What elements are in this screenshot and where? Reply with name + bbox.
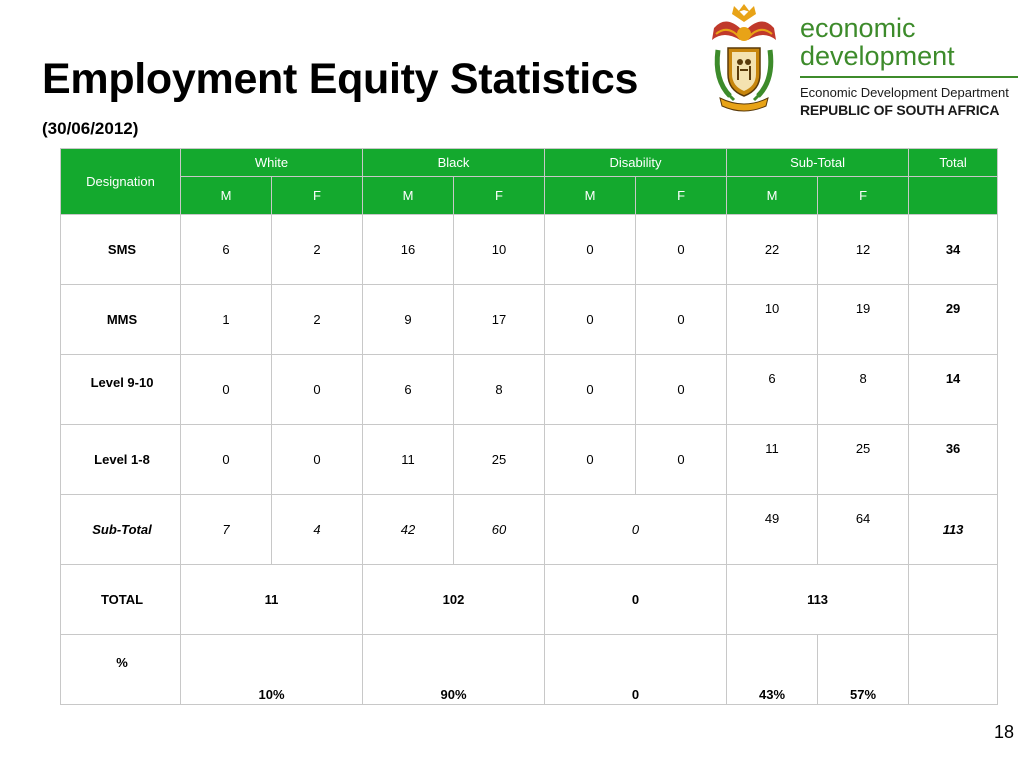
designation-header: Designation: [60, 148, 181, 215]
black-f-header: F: [453, 176, 546, 215]
slide-subtitle: (30/06/2012): [42, 119, 139, 138]
table-cell: 10: [726, 284, 819, 355]
table-cell: 0: [635, 284, 728, 355]
brand-name: economic development: [800, 14, 955, 70]
table-cell: 0: [270, 354, 364, 425]
row-total: 29: [908, 284, 999, 355]
table-cell: 19: [817, 284, 910, 355]
table-cell: 64: [817, 494, 910, 565]
table-cell: 2: [270, 214, 364, 285]
table-cell: 0: [544, 284, 637, 355]
table-cell: 25: [817, 424, 910, 495]
coat-of-arms-icon: [712, 4, 776, 112]
row-total: 113: [908, 494, 999, 565]
table-row: MMS 1 2 9 17 0 0 10 19 29: [60, 284, 999, 355]
table-cell: 42: [362, 494, 455, 565]
disability-m-header: M: [544, 176, 637, 215]
table-cell: 17: [453, 284, 546, 355]
table-cell: 4: [270, 494, 364, 565]
table-cell-empty: [908, 564, 999, 635]
table-cell: 0: [544, 564, 728, 635]
row-label: MMS: [60, 284, 181, 355]
table-cell: 0: [180, 354, 272, 425]
table-cell: 0: [270, 424, 364, 495]
white-header: White: [179, 148, 364, 177]
table-cell: 0: [635, 424, 728, 495]
table-row: Level 1-8 0 0 11 25 0 0 11 25 36: [60, 424, 999, 495]
employment-equity-table: Designation White Black Disability Sub-T…: [60, 148, 999, 705]
total-row: TOTAL 11 102 0 113: [60, 564, 999, 635]
row-label: %: [60, 634, 181, 705]
table-cell: 0: [180, 424, 272, 495]
table-cell: 6: [362, 354, 455, 425]
table-cell: 57%: [817, 634, 910, 705]
subtotal-m-header: M: [726, 176, 819, 215]
table-cell: 12: [817, 214, 910, 285]
table-row: Level 9-10 0 0 6 8 0 0 6 8 14: [60, 354, 999, 425]
subtotal-row: Sub-Total 7 4 42 60 0 49 64 113: [60, 494, 999, 565]
row-label: Level 1-8: [60, 424, 181, 495]
table-cell: 0: [544, 214, 637, 285]
row-total: 14: [908, 354, 999, 425]
row-label: Level 9-10: [60, 354, 181, 425]
header-row-gender: M F M F M F M F: [61, 176, 999, 215]
department-name: Economic Development Department: [800, 85, 1009, 100]
table-cell: 0: [635, 354, 728, 425]
table-cell: 0: [544, 424, 637, 495]
table-row: SMS 6 2 16 10 0 0 22 12 34: [60, 214, 999, 285]
table-cell: 6: [180, 214, 272, 285]
table-cell: 113: [726, 564, 910, 635]
total-blank-header: [908, 176, 999, 215]
disability-f-header: F: [635, 176, 728, 215]
table-cell: 0: [544, 354, 637, 425]
row-total: 36: [908, 424, 999, 495]
table-cell: 11: [726, 424, 819, 495]
table-cell: 9: [362, 284, 455, 355]
table-cell: 90%: [362, 634, 546, 705]
row-total: 34: [908, 214, 999, 285]
table-cell: 1: [180, 284, 272, 355]
table-cell: 11: [362, 424, 455, 495]
table-cell: 10%: [179, 634, 364, 705]
brand-line-2: development: [800, 41, 955, 71]
department-logo: economic development Economic Developmen…: [700, 0, 1020, 125]
row-label: Sub-Total: [60, 494, 181, 565]
page-number: 18: [993, 722, 1014, 742]
row-label: TOTAL: [60, 564, 181, 635]
table-cell: 7: [180, 494, 272, 565]
table-cell: 49: [726, 494, 819, 565]
header-row-groups: Designation White Black Disability Sub-T…: [60, 148, 999, 215]
brand-line-1: economic: [800, 13, 916, 43]
total-header: Total: [908, 148, 999, 177]
table-cell-empty: [908, 634, 999, 705]
table-cell: 22: [726, 214, 819, 285]
subtotal-f-header: F: [817, 176, 910, 215]
table-cell: 6: [726, 354, 819, 425]
table-cell: 25: [453, 424, 546, 495]
table-cell: 16: [362, 214, 455, 285]
country-name: REPUBLIC OF SOUTH AFRICA: [800, 102, 1000, 118]
table-cell: 0: [635, 214, 728, 285]
slide-title: Employment Equity Statistics: [42, 55, 639, 103]
white-f-header: F: [270, 176, 364, 215]
percent-row: % 10% 90% 0 43% 57%: [60, 634, 999, 705]
subtotal-header: Sub-Total: [726, 148, 910, 177]
row-label: SMS: [60, 214, 181, 285]
table-cell: 2: [270, 284, 364, 355]
table-cell: 8: [453, 354, 546, 425]
table-cell: 8: [817, 354, 910, 425]
table-cell: 0: [544, 494, 728, 565]
black-header: Black: [362, 148, 546, 177]
disability-header: Disability: [544, 148, 728, 177]
black-m-header: M: [362, 176, 455, 215]
table-cell: 0: [544, 634, 728, 705]
white-m-header: M: [180, 176, 272, 215]
brand-divider: [800, 76, 1018, 78]
table-cell: 60: [453, 494, 546, 565]
table-cell: 102: [362, 564, 546, 635]
table-cell: 43%: [726, 634, 819, 705]
table-cell: 10: [453, 214, 546, 285]
table-cell: 11: [179, 564, 364, 635]
